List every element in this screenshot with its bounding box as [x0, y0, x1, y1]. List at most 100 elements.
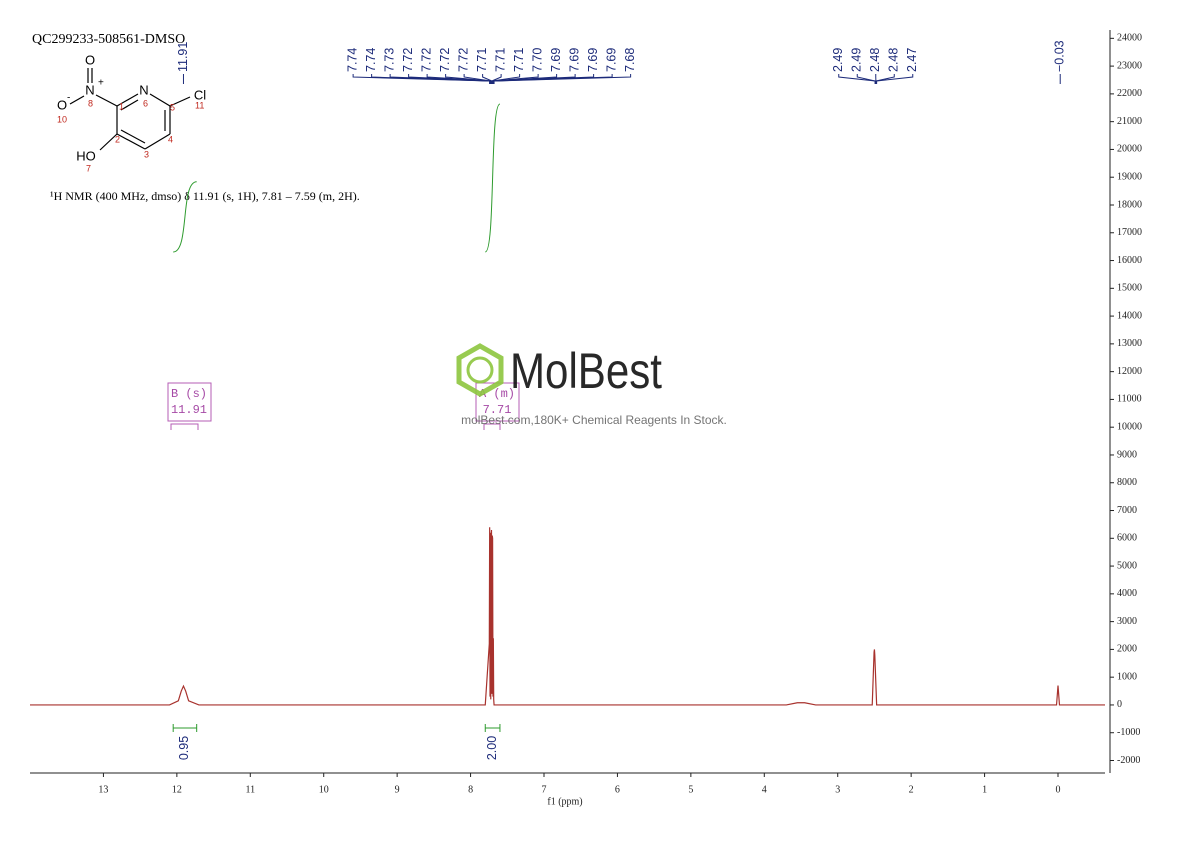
- y-tick-label: 24000: [1117, 33, 1142, 44]
- peak-label: 7.69: [586, 48, 600, 72]
- logo: [456, 343, 504, 397]
- multiplet-bracket: [170, 423, 199, 430]
- x-tick-label: 2: [909, 784, 914, 795]
- peak-label: 7.69: [567, 48, 581, 72]
- x-tick-label: 6: [615, 784, 620, 795]
- y-tick-label: 11000: [1117, 394, 1142, 405]
- y-tick-label: 1000: [1117, 671, 1137, 682]
- atom: N: [139, 82, 148, 97]
- spectrum-line: [30, 527, 1105, 706]
- atom-number: 2: [115, 134, 120, 144]
- y-tick-label: 3000: [1117, 616, 1137, 627]
- integral-curve: [484, 103, 501, 253]
- watermark: MolBest molBest.com,180K+ Chemical Reage…: [456, 343, 727, 427]
- y-tick-label: 16000: [1117, 255, 1142, 266]
- integral-curve: [173, 181, 197, 253]
- atom: HO: [76, 148, 96, 163]
- atom: Cl: [194, 87, 206, 102]
- peak-label: 7.71: [512, 48, 526, 72]
- peak-label: 2.49: [831, 48, 845, 72]
- peak-leader: [492, 74, 539, 84]
- y-tick-label: 23000: [1117, 60, 1142, 71]
- bond: [69, 95, 85, 105]
- y-tick-label: 17000: [1117, 227, 1142, 238]
- atom: N: [85, 82, 94, 97]
- x-tick-label: 9: [395, 784, 400, 795]
- integral-bracket: [484, 724, 501, 732]
- x-tick-label: 11: [245, 784, 255, 795]
- atom-number: 6: [143, 98, 148, 108]
- peak-label: 7.72: [438, 48, 452, 72]
- peak-label: 2.48: [887, 48, 901, 72]
- integral-label: 0.95: [177, 736, 191, 760]
- x-tick-label: 0: [1056, 784, 1061, 795]
- y-tick-label: -1000: [1117, 727, 1140, 738]
- bond: [99, 133, 118, 151]
- charge: +: [98, 78, 104, 89]
- y-tick-label: 19000: [1117, 172, 1142, 183]
- peak-label: 7.71: [493, 48, 507, 72]
- integral-label: 2.00: [485, 736, 499, 760]
- peak-leader: [463, 74, 492, 84]
- y-tick-label: 10000: [1117, 421, 1142, 432]
- watermark-brand: MolBest: [510, 343, 662, 399]
- bond: [144, 133, 171, 150]
- atom-number: 4: [168, 134, 173, 144]
- x-tick-label: 1: [982, 784, 987, 795]
- peak-label: 7.71: [475, 48, 489, 72]
- atom-number: 11: [195, 100, 204, 110]
- peak-label: 7.69: [604, 48, 618, 72]
- atom-number: 7: [86, 163, 91, 173]
- atom-number: 3: [144, 149, 149, 159]
- multiplet-bracket: [483, 423, 501, 430]
- peak-label: 2.49: [850, 48, 864, 72]
- charge: -: [67, 93, 70, 104]
- y-tick-label: -2000: [1117, 755, 1140, 766]
- watermark-text: molBest.com,180K+ Chemical Reagents In S…: [461, 413, 727, 427]
- peak-label: 11.91: [176, 42, 190, 72]
- peak-leader: [876, 74, 914, 84]
- y-tick-label: 18000: [1117, 199, 1142, 210]
- x-axis-label: f1 (ppm): [547, 796, 582, 807]
- peak-leader: [875, 74, 895, 84]
- atom: O: [85, 52, 95, 67]
- y-tick-label: 2000: [1117, 644, 1137, 655]
- peak-label: 2.48: [868, 48, 882, 72]
- peak-label: 7.72: [456, 48, 470, 72]
- nmr-description: ¹H NMR (400 MHz, dmso) δ 11.91 (s, 1H), …: [50, 189, 360, 203]
- y-tick-label: 14000: [1117, 310, 1142, 321]
- x-tick-label: 4: [762, 784, 767, 795]
- peak-leader: [491, 74, 521, 84]
- x-tick-label: 10: [319, 784, 329, 795]
- multiplet-name: B (s): [171, 387, 207, 401]
- bond: [116, 133, 146, 150]
- y-tick-label: 6000: [1117, 533, 1137, 544]
- logo: [466, 356, 494, 384]
- atom: O: [57, 97, 67, 112]
- peak-leader: [856, 74, 876, 84]
- peak-label: 7.69: [549, 48, 563, 72]
- multiplet-box: [167, 382, 212, 422]
- bond: [120, 129, 146, 144]
- atom-number: 10: [57, 114, 67, 124]
- y-tick-label: 21000: [1117, 116, 1142, 127]
- atom-number: 1: [119, 101, 124, 111]
- atom-number: 8: [88, 98, 93, 108]
- peak-label: 7.74: [345, 48, 359, 72]
- molecule: O N + O - N Cl HO 1 2 3 4 5 6 7 8 10 11: [57, 52, 206, 173]
- y-tick-label: 8000: [1117, 477, 1137, 488]
- integral-bracket: [172, 724, 198, 732]
- peak-label: 7.73: [382, 48, 396, 72]
- peak-leader: [493, 74, 632, 84]
- x-tick-label: 8: [468, 784, 473, 795]
- peak-label: 7.70: [530, 48, 544, 72]
- y-tick-label: 12000: [1117, 366, 1142, 377]
- chart-title: QC299233-508561-DMSO: [32, 32, 185, 47]
- y-tick-label: 5000: [1117, 560, 1137, 571]
- x-tick-label: 13: [98, 784, 108, 795]
- bond: [116, 93, 139, 107]
- bond: [120, 99, 139, 111]
- bond: [95, 94, 118, 107]
- y-tick-label: 13000: [1117, 338, 1142, 349]
- y-tick-label: 20000: [1117, 144, 1142, 155]
